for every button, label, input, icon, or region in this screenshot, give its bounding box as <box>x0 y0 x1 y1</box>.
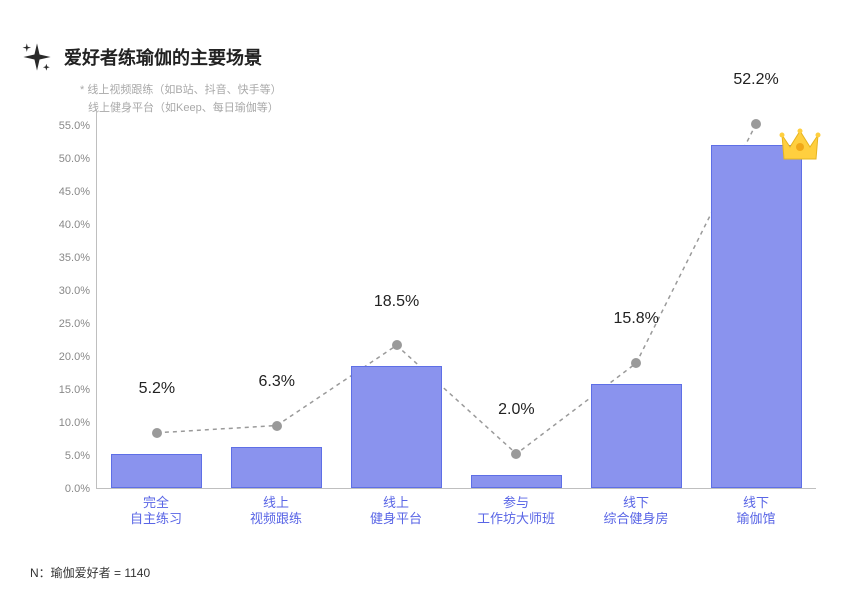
note-line-1: * 线上视频跟练（如B站、抖音、快手等） <box>80 82 816 100</box>
x-label: 参与 工作坊大师班 <box>456 489 576 519</box>
page-root: 爱好者练瑜伽的主要场景 * 线上视频跟练（如B站、抖音、快手等） 线上健身平台（… <box>0 0 846 599</box>
line-marker <box>392 340 402 350</box>
line-marker <box>152 428 162 438</box>
bar <box>231 447 322 488</box>
bar-slot: 15.8% <box>576 110 696 488</box>
value-label: 5.2% <box>139 380 175 398</box>
y-tick-label: 5.0% <box>65 450 90 462</box>
crown-icon <box>778 125 822 163</box>
line-marker <box>272 421 282 431</box>
bar <box>351 366 442 488</box>
chart-title: 爱好者练瑜伽的主要场景 <box>64 44 262 70</box>
y-axis: 0.0%5.0%10.0%15.0%20.0%25.0%30.0%35.0%40… <box>50 110 96 489</box>
x-label: 线上 视频跟练 <box>216 489 336 519</box>
x-label: 线下 瑜伽馆 <box>696 489 816 519</box>
y-tick-label: 35.0% <box>59 252 90 264</box>
y-tick-label: 30.0% <box>59 285 90 297</box>
y-tick-label: 40.0% <box>59 219 90 231</box>
bar <box>711 145 802 488</box>
x-label: 线下 综合健身房 <box>576 489 696 519</box>
value-label: 15.8% <box>614 310 659 328</box>
x-label: 线上 健身平台 <box>336 489 456 519</box>
title-row: 爱好者练瑜伽的主要场景 <box>20 40 816 74</box>
x-label: 完全 自主练习 <box>96 489 216 519</box>
y-tick-label: 10.0% <box>59 417 90 429</box>
bar-slot: 5.2% <box>97 110 217 488</box>
bar-slot: 18.5% <box>337 110 457 488</box>
bar-slot: 52.2% <box>696 110 816 488</box>
plot-area: 5.2% 6.3% 18.5% 2.0% 15.8% 52.2% <box>96 110 816 489</box>
bars-container: 5.2% 6.3% 18.5% 2.0% 15.8% 52.2% <box>97 110 816 488</box>
line-marker <box>751 119 761 129</box>
bar-slot: 2.0% <box>456 110 576 488</box>
y-tick-label: 50.0% <box>59 153 90 165</box>
chart: 0.0% 5.0% 10.0% 15.0% 20.0% 25.0% 30.0% 35.0% 40… <box>50 110 816 519</box>
value-label: 6.3% <box>259 373 295 391</box>
value-label: 18.5% <box>374 293 419 311</box>
sparkle-icon <box>20 40 54 74</box>
bar-slot: 6.3% <box>217 110 337 488</box>
bar <box>471 475 562 488</box>
value-label: 52.2% <box>733 71 778 89</box>
y-tick-label: 45.0% <box>59 186 90 198</box>
footnote: N：瑜伽爱好者 = 1140 <box>30 564 150 581</box>
y-tick-label: 20.0% <box>59 351 90 363</box>
x-axis: 完全 自主练习线上 视频跟练线上 健身平台参与 工作坊大师班线下 综合健身房线下… <box>96 489 816 519</box>
y-tick-label: 0.0% <box>65 483 90 495</box>
line-marker <box>631 358 641 368</box>
y-tick-label: 55.0% <box>59 120 90 132</box>
bar <box>111 454 202 488</box>
y-tick-label: 25.0% <box>59 318 90 330</box>
value-label: 2.0% <box>498 401 534 419</box>
y-tick-label: 15.0% <box>59 384 90 396</box>
bar <box>591 384 682 488</box>
line-marker <box>511 449 521 459</box>
